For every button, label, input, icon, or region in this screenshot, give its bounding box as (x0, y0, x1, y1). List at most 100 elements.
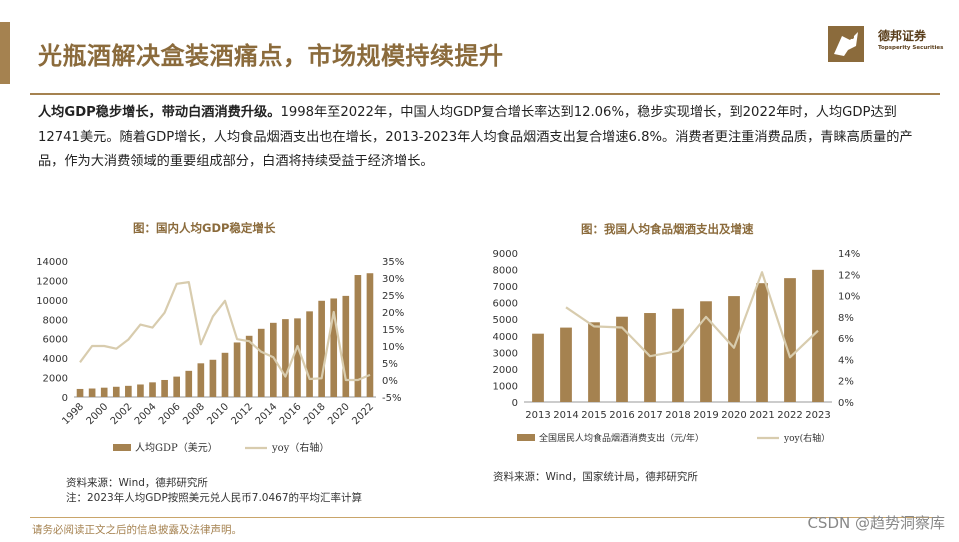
disclaimer-footer: 请务必阅读正文之后的信息披露及法律声明。 (32, 524, 242, 536)
y2-tick-label: 20% (382, 308, 404, 319)
bar (672, 308, 684, 402)
x-tick-label: 2023 (805, 410, 830, 421)
bar (588, 322, 600, 402)
legend-bar-label: 全国居民人均食品烟酒消费支出（元/年） (539, 432, 704, 444)
bar (137, 384, 144, 397)
title-divider (30, 93, 940, 95)
bar (173, 376, 181, 397)
x-tick-label: 2013 (525, 410, 550, 421)
y2-tick-label: 35% (382, 257, 404, 268)
x-tick-label: 2018 (665, 410, 690, 421)
bar (209, 359, 217, 397)
x-tick-label: 2022 (777, 410, 802, 421)
chart1-title: 图：国内人均GDP稳定增长 (133, 221, 276, 235)
bar (88, 388, 96, 397)
y2-tick-label: 0% (838, 398, 854, 409)
y2-tick-label: 10% (838, 292, 860, 303)
y2-tick-label: 14% (838, 249, 860, 260)
bar (532, 333, 544, 402)
chart1-source-text: 资料来源：Wind，德邦研究所 (66, 477, 208, 489)
y2-tick-label: 0% (382, 376, 398, 387)
legend-line-label: yoy（右轴） (271, 441, 329, 454)
y-tick-label: 1000 (493, 381, 518, 392)
bar (700, 301, 712, 402)
y-tick-label: 4000 (43, 354, 68, 365)
y-tick-label: 4000 (493, 332, 518, 343)
y-tick-label: 8000 (493, 266, 518, 277)
bar (245, 335, 253, 397)
summary-paragraph: 人均GDP稳步增长，带动白酒消费升级。1998年至2022年，中国人均GDP复合… (38, 101, 920, 175)
bar (149, 382, 156, 397)
y2-tick-label: 25% (382, 291, 404, 302)
chart2-title: 图：我国人均食品烟酒支出及增速 (581, 222, 754, 236)
y2-tick-label: 12% (838, 270, 860, 281)
bar (294, 318, 301, 397)
y-tick-label: 9000 (493, 249, 518, 260)
bar (185, 370, 193, 397)
bar (728, 296, 740, 402)
yoy-line (79, 281, 371, 382)
y2-tick-label: 5% (382, 359, 398, 370)
y2-tick-label: 15% (382, 325, 404, 336)
company-logo: 德邦证券 Topsperity Securities (828, 22, 944, 62)
y-tick-label: 0 (62, 393, 68, 404)
y-tick-label: 0 (512, 398, 518, 409)
csdn-watermark: CSDN @趋势洞察库 (807, 514, 945, 532)
bar (269, 322, 277, 397)
logo-text-cn: 德邦证券 (878, 29, 927, 43)
bar (644, 313, 656, 402)
y-tick-label: 7000 (493, 282, 518, 293)
x-tick-label: 2019 (693, 410, 718, 421)
title-accent-bar (0, 22, 10, 84)
y2-tick-label: 6% (838, 334, 854, 345)
bar (76, 388, 84, 397)
y-tick-label: 6000 (43, 335, 68, 346)
bar (233, 342, 241, 397)
y-tick-label: 2000 (43, 374, 68, 385)
y-tick-label: 14000 (36, 257, 68, 268)
y-tick-label: 3000 (493, 348, 518, 359)
y-tick-label: 6000 (493, 299, 518, 310)
legend-bar-swatch (517, 434, 535, 441)
bar (197, 363, 205, 397)
x-tick-label: 2020 (721, 410, 746, 421)
bar (560, 327, 572, 402)
bar (616, 316, 628, 402)
bar (366, 273, 374, 397)
chart1-note-text: 注：2023年人均GDP按照美元兑人民币7.0467的平均汇率计算 (66, 492, 363, 504)
summary-body: 1998年至2022年，中国人均GDP复合增长率达到12.06%，稳步实现增长，… (38, 105, 913, 169)
x-tick-label: 2014 (553, 410, 578, 421)
logo-text-en: Topsperity Securities (878, 45, 944, 51)
legend-line-label: yoy(右轴） (783, 432, 830, 444)
bar (330, 298, 338, 397)
legend-bar-label: 人均GDP（美元） (135, 441, 218, 454)
bar (354, 275, 362, 397)
y2-tick-label: 8% (838, 313, 854, 324)
summary-lead: 人均GDP稳步增长，带动白酒消费升级。 (38, 105, 281, 120)
y-tick-label: 2000 (493, 365, 518, 376)
logo-mark-icon (828, 26, 864, 62)
y-tick-label: 8000 (43, 315, 68, 326)
bar (282, 319, 289, 397)
x-tick-label: 2015 (581, 410, 606, 421)
y2-tick-label: -5% (382, 393, 401, 404)
x-tick-label: 2021 (749, 410, 774, 421)
bar (125, 385, 132, 397)
bar (318, 300, 325, 397)
y-tick-label: 10000 (36, 296, 68, 307)
chart1-source: 资料来源：Wind，德邦研究所 注：2023年人均GDP按照美元兑人民币7.04… (66, 476, 362, 506)
bar (306, 311, 313, 397)
bar (342, 295, 350, 397)
bar (812, 269, 824, 402)
bar (161, 379, 168, 397)
chart2-source: 资料来源：Wind，国家统计局，德邦研究所 (493, 471, 698, 483)
bar (100, 387, 108, 397)
footer-divider (30, 517, 940, 518)
bar (112, 386, 120, 397)
bar (784, 278, 796, 402)
legend-bar-swatch (113, 444, 131, 451)
y-tick-label: 5000 (493, 315, 518, 326)
bar (756, 283, 768, 402)
